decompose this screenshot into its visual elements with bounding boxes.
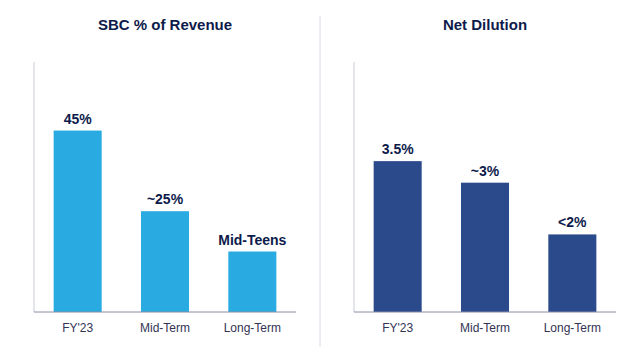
bar: [228, 252, 276, 312]
bar: [141, 211, 189, 312]
panel: SBC % of Revenue FY'23 Mid-Term Long-Term 45…: [34, 16, 296, 335]
chart-container: SBC % of Revenue FY'23 Mid-Term Long-Term 45…: [0, 0, 640, 363]
x-tick-label: FY'23: [382, 321, 413, 335]
x-tick-label: Long-Term: [544, 321, 601, 335]
panel-divider: [320, 16, 321, 347]
data-label: 3.5%: [382, 141, 414, 157]
x-axis-line: [34, 312, 296, 313]
x-tick-label: Mid-Term: [140, 321, 190, 335]
bar: [374, 161, 422, 312]
bars: [374, 161, 597, 312]
x-axis-line: [354, 312, 616, 313]
bar: [54, 131, 102, 312]
panel: Net Dilution FY'23 Mid-Term Long-Term 3.5% ~3…: [354, 16, 616, 335]
y-axis-line: [34, 62, 35, 312]
chart-title: SBC % of Revenue: [98, 16, 232, 33]
x-tick-label: Long-Term: [224, 321, 281, 335]
data-label: 45%: [64, 111, 93, 127]
data-label: ~25%: [147, 191, 184, 207]
x-tick-label: Mid-Term: [460, 321, 510, 335]
bars: [54, 131, 277, 312]
bar: [461, 183, 509, 312]
data-label: <2%: [558, 214, 587, 230]
data-label: ~3%: [471, 163, 500, 179]
x-tick-label: FY'23: [62, 321, 93, 335]
chart-title: Net Dilution: [443, 16, 527, 33]
data-label: Mid-Teens: [218, 232, 286, 248]
chart-svg: SBC % of Revenue FY'23 Mid-Term Long-Term 45…: [0, 0, 640, 363]
y-axis-line: [354, 62, 355, 312]
bar: [548, 234, 596, 312]
